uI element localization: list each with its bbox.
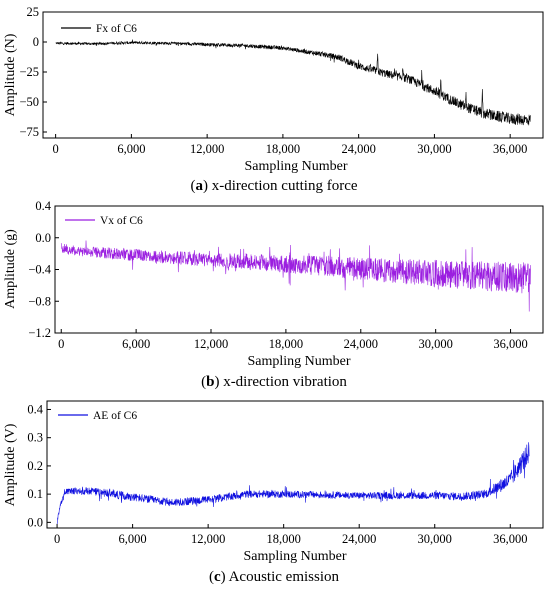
- panel-c-ytick-label: 0.3: [27, 431, 43, 445]
- panel-c-xtick-label: 24,000: [342, 532, 376, 546]
- panel-a-caption: (a) x-direction cutting force: [190, 178, 357, 194]
- panel-b-xtick-label: 6,000: [122, 337, 150, 351]
- panel-c-xtick-label: 0: [54, 532, 60, 546]
- panel-b-xlabel: Sampling Number: [247, 354, 350, 369]
- panel-b-xtick-label: 24,000: [344, 337, 378, 351]
- panel-b-ticks: 0 6,000 12,000 18,000 24,000 30,000 36,000 0.4 0…: [28, 199, 527, 351]
- panel-c-ytick-label: 0.2: [27, 459, 43, 473]
- panel-a-xlabel: Sampling Number: [244, 159, 347, 174]
- panel-b-xtick-label: 18,000: [269, 337, 303, 351]
- panel-a-xtick-label: 6,000: [117, 142, 145, 156]
- panel-a-series-line: [55, 39, 531, 126]
- panel-a-caption-text: x-direction cutting force: [208, 178, 358, 194]
- panel-b-xtick-label: 12,000: [194, 337, 228, 351]
- panel-a-ytick-label: 0: [33, 35, 39, 49]
- panel-b-xtick-label: 30,000: [418, 337, 452, 351]
- panel-a-xtick-label: 36,000: [493, 142, 527, 156]
- panel-b-xtick-label: 0: [58, 337, 64, 351]
- panel-b-caption-letter: b: [206, 374, 214, 390]
- panel-c-caption-text: Acoustic emission: [226, 569, 340, 585]
- panel-a: 0 6,000 12,000 18,000 24,000 30,000 36,000250−…: [3, 5, 544, 194]
- panel-c-xlabel: Sampling Number: [243, 549, 346, 564]
- panel-a-ytick-label: −50: [19, 95, 39, 109]
- panel-b-ytick-label: −1.2: [28, 326, 51, 340]
- panel-b-legend: Vx of C6: [65, 215, 143, 227]
- panel-a-legend: Fx of C6: [61, 23, 137, 35]
- panel-c-series-line: [56, 442, 530, 525]
- panel-b-ytick-label: 0.4: [35, 199, 51, 213]
- panel-a-xtick-label: 30,000: [417, 142, 451, 156]
- panel-c-plot-frame: [46, 400, 544, 529]
- panel-c-xtick-label: 6,000: [119, 532, 147, 546]
- panel-c-ytick-label: 0.0: [27, 515, 43, 529]
- panel-b-ylabel: Amplitude (g): [3, 229, 18, 309]
- panel-c-xtick-label: 18,000: [266, 532, 300, 546]
- panel-c-caption: (c) Acoustic emission: [209, 569, 339, 585]
- panel-a-ylabel: Amplitude (N): [3, 33, 18, 116]
- panel-a-legend-label: Fx of C6: [96, 23, 137, 35]
- panel-b-ytick-label: −0.8: [28, 294, 51, 308]
- panel-b-series-line: [60, 240, 531, 312]
- panel-b-xtick-label: 36,000: [493, 337, 527, 351]
- panel-c-xtick-label: 12,000: [191, 532, 225, 546]
- panel-c-ticks: 0 6,000 12,000 18,000 24,000 30,000 36,000 0.0 0…: [27, 402, 527, 546]
- panel-a-ytick-label: −25: [19, 65, 39, 79]
- panel-a-xtick-label: 24,000: [341, 142, 375, 156]
- panel-b-caption: (b) x-direction vibration: [201, 374, 347, 390]
- panel-c-ylabel: Amplitude (V): [3, 423, 18, 506]
- panel-b: 0 6,000 12,000 18,000 24,000 30,000 36,000 0.4 0…: [3, 199, 544, 390]
- panel-c-xtick-label: 36,000: [493, 532, 527, 546]
- panel-a-ytick-label: 25: [27, 5, 40, 19]
- panel-a-xtick-label: 18,000: [266, 142, 300, 156]
- panel-a-ticks: 0 6,000 12,000 18,000 24,000 30,000 36,000250−…: [19, 5, 527, 156]
- panel-c-ytick-label: 0.4: [27, 402, 43, 416]
- panel-b-caption-text: x-direction vibration: [219, 374, 347, 390]
- panel-a-xtick-label: 0: [53, 142, 59, 156]
- panel-b-legend-label: Vx of C6: [100, 215, 143, 227]
- panel-c-legend: AE of C6: [58, 410, 137, 422]
- panel-c: 0 6,000 12,000 18,000 24,000 30,000 36,000 0.0 0…: [3, 400, 544, 585]
- panel-b-ytick-label: 0.0: [35, 231, 51, 245]
- panel-b-ytick-label: −0.4: [28, 263, 51, 277]
- panel-a-plot-frame: [42, 11, 544, 139]
- panel-a-xtick-label: 12,000: [190, 142, 224, 156]
- panel-c-ytick-label: 0.1: [27, 487, 43, 501]
- panel-c-legend-label: AE of C6: [93, 410, 137, 422]
- panel-c-xtick-label: 30,000: [418, 532, 452, 546]
- panel-a-caption-letter: a: [195, 178, 203, 194]
- panel-c-caption-letter: c: [214, 569, 221, 585]
- panel-a-ytick-label: −75: [19, 125, 39, 139]
